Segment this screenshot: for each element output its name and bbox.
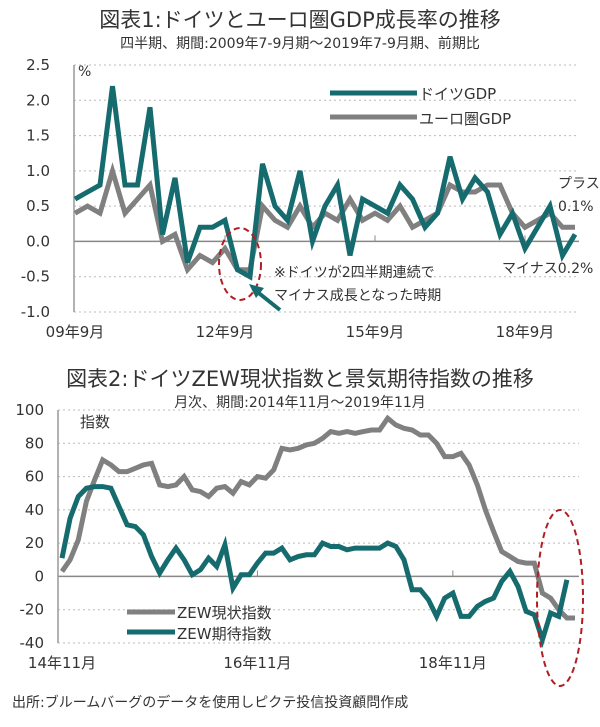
x-tick-label: 18年11月 [419,654,487,672]
x-tick-label: 15年9月 [346,323,405,341]
annotation-recession-line1: ※ドイツが2四半期連続で [274,264,435,281]
y-tick-label: 0.0 [26,232,50,250]
highlight-ellipse [536,509,584,687]
gdp-growth-chart: 2.5 2.0 1.5 1.0 0.5 0.0 -0.5 -1.0 09年9月 12年9月 15年9… [21,56,600,341]
legend-label-germany: ドイツGDP [419,85,496,103]
series-line-a [73,85,578,281]
highlight-ellipse [218,227,262,301]
annotation-plus-line1: プラス [558,176,600,192]
y-tick-label: -20 [20,601,45,619]
legend-label-current: ZEW現状指数 [177,604,272,622]
chart1-subtitle: 四半期、期間:2009年7-9月期～2019年7-9月期、前期比 [120,36,480,52]
y-tick-label: 0 [34,567,44,585]
y-tick-label: 0.5 [26,197,50,215]
y-tick-label: 20 [25,534,44,552]
chart2-title: 図表2:ドイツZEW現状指数と景気期待指数の推移 [66,367,534,391]
y-tick-label: 2.0 [26,91,50,109]
y-tick-label: -0.5 [21,268,50,286]
legend-label-eurozone: ユーロ圏GDP [419,110,511,128]
y-unit-label: 指数 [80,413,110,431]
series-line-a [59,414,575,621]
y-tick-label: 80 [25,434,44,452]
chart2-subtitle: 月次、期間:2014年11月～2019年11月 [174,395,426,411]
x-tick-label: 16年11月 [223,654,291,672]
arrow-head-icon [249,284,264,298]
legend-label-expectations: ZEW期待指数 [177,625,272,643]
y-tick-label: 2.5 [26,56,50,74]
y-tick-label: 40 [25,501,44,519]
y-tick-label: 60 [25,468,44,486]
chart1-title: 図表1:ドイツとユーロ圏GDP成長率の推移 [99,8,501,32]
series-line-b [59,484,570,649]
x-tick-label: 09年9月 [46,323,105,341]
annotation-plus-line2: 0.1% [558,199,594,215]
x-tick-label: 12年9月 [196,323,255,341]
y-tick-label: 1.0 [26,162,50,180]
y-tick-label: 100 [15,401,44,419]
annotation-recession-line2: マイナス成長となった時期 [274,288,441,304]
y-tick-label: 1.5 [26,127,50,145]
x-tick-label: 18年9月 [496,323,555,341]
y-unit-label: % [78,64,91,80]
x-tick-label: 14年11月 [28,654,96,672]
y-tick-label: -1.0 [21,303,50,321]
y-tick-label: -40 [20,634,45,652]
annotation-minus: マイナス0.2% [502,261,593,277]
source-note: 出所:ブルームバーグのデータを使用しピクテ投信投資顧問作成 [12,695,409,711]
